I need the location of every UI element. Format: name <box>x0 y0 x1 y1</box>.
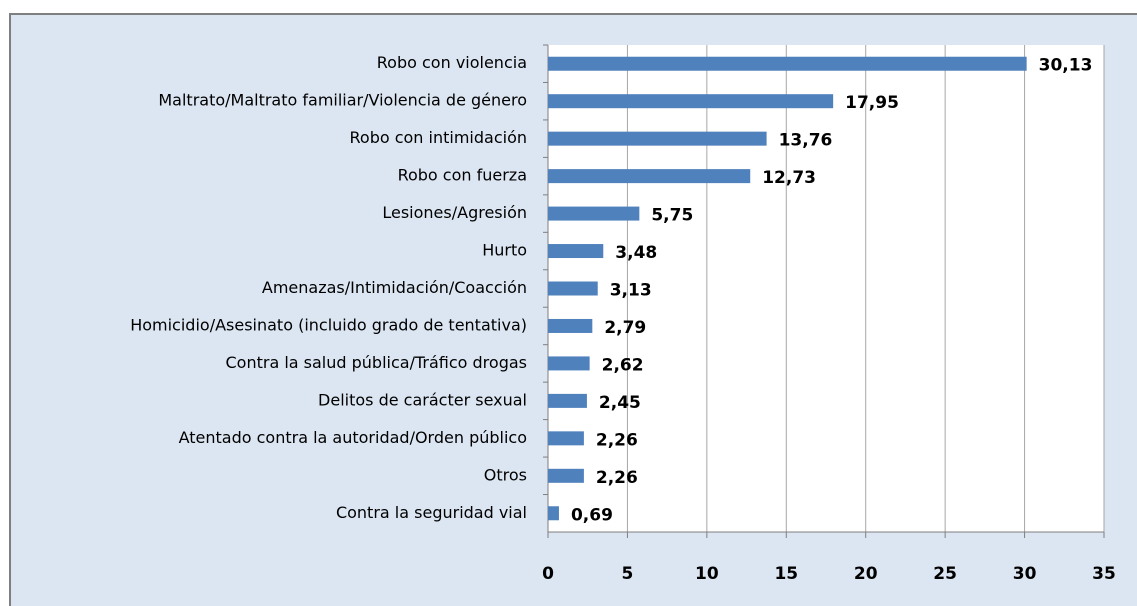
bar <box>548 431 584 446</box>
y-tick-label: Otros <box>484 465 527 484</box>
bar <box>548 281 598 296</box>
y-tick-label: Homicidio/Asesinato (incluido grado de t… <box>130 315 527 334</box>
value-label: 30,13 <box>1039 56 1093 76</box>
y-tick-label: Atentado contra la autoridad/Orden públi… <box>179 428 527 447</box>
y-tick-label: Maltrato/Maltrato familiar/Violencia de … <box>158 91 527 110</box>
value-label: 13,76 <box>779 131 833 151</box>
bar <box>548 131 767 146</box>
bar <box>548 56 1027 71</box>
bar <box>548 206 640 221</box>
bar <box>548 244 604 259</box>
value-label: 5,75 <box>651 206 693 226</box>
plot-area <box>548 45 1104 532</box>
bar <box>548 94 834 109</box>
bar <box>548 318 593 333</box>
y-tick-label: Delitos de carácter sexual <box>318 390 527 409</box>
y-tick-label: Robo con violencia <box>377 53 527 72</box>
x-tick-label: 0 <box>542 564 554 584</box>
value-label: 0,69 <box>571 505 613 525</box>
value-label: 12,73 <box>762 168 816 188</box>
x-tick-label: 20 <box>854 564 878 584</box>
value-label: 2,45 <box>599 393 641 413</box>
x-tick-label: 15 <box>774 564 798 584</box>
y-tick-label: Contra la seguridad vial <box>336 503 527 522</box>
y-tick-label: Contra la salud pública/Tráfico drogas <box>225 353 527 372</box>
value-label: 2,62 <box>602 355 644 375</box>
value-label: 3,48 <box>615 243 657 263</box>
y-tick-label: Robo con fuerza <box>398 166 527 185</box>
bar <box>548 468 584 483</box>
bar <box>548 356 590 371</box>
value-label: 2,26 <box>596 430 638 450</box>
bar <box>548 506 559 521</box>
value-label: 2,26 <box>596 468 638 488</box>
value-label: 17,95 <box>845 93 899 113</box>
bar <box>548 393 587 408</box>
y-tick-label: Amenazas/Intimidación/Coacción <box>262 278 527 297</box>
x-tick-label: 5 <box>622 564 634 584</box>
value-label: 2,79 <box>604 318 646 338</box>
y-tick-label: Hurto <box>482 241 527 260</box>
y-tick-label: Lesiones/Agresión <box>382 203 527 222</box>
x-tick-label: 25 <box>933 564 957 584</box>
bar <box>548 169 751 184</box>
value-label: 3,13 <box>610 281 652 301</box>
x-tick-label: 10 <box>695 564 719 584</box>
y-tick-label: Robo con intimidación <box>350 128 528 147</box>
x-tick-label: 30 <box>1013 564 1037 584</box>
x-tick-label: 35 <box>1092 564 1116 584</box>
